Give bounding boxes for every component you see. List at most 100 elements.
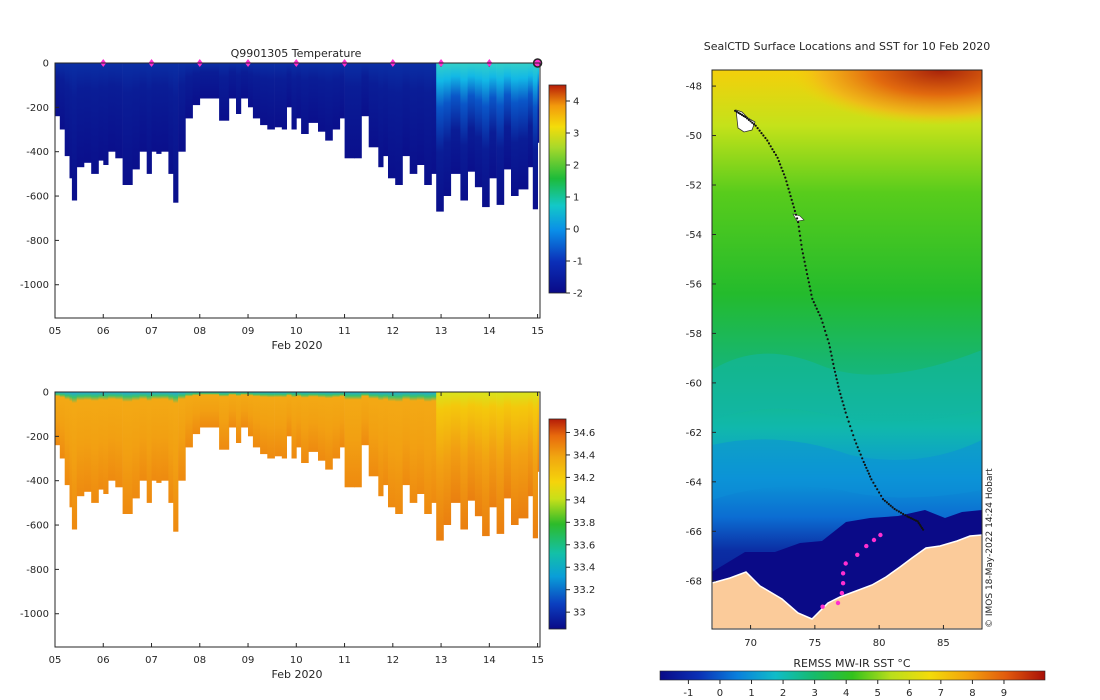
track-point	[865, 466, 868, 469]
temperature-section-plot: Q9901305 Temperature 0 -200 -400 -600 -800 -1…	[20, 47, 583, 352]
track-point	[820, 317, 823, 320]
track-point	[806, 273, 809, 276]
profile-column	[361, 392, 369, 446]
track-point	[799, 239, 802, 242]
profile-column	[267, 63, 275, 130]
track-point	[792, 206, 796, 209]
profile-column	[55, 63, 61, 117]
profile-column	[537, 63, 540, 143]
profile-column	[344, 63, 355, 159]
profile-column	[161, 63, 169, 152]
sst-colorbar-tick-label: 7	[938, 688, 944, 699]
profile-column	[339, 63, 345, 119]
profile-column	[98, 392, 104, 490]
profile-column	[161, 392, 169, 481]
salinity-section-plot: 0 -200 -400 -600 -800 -1000 05 06 07 08 09 10 11 12 13…	[20, 388, 595, 682]
profile-column	[281, 63, 287, 130]
profile-column	[260, 63, 268, 126]
colorbar-tick-label: 4	[573, 97, 579, 108]
profile-column	[296, 63, 302, 119]
profile-column	[518, 392, 529, 519]
profile-column	[409, 392, 418, 503]
profile-column	[108, 392, 116, 481]
profile-column	[146, 63, 152, 174]
profile-column	[416, 63, 425, 165]
x-tick-label: 06	[97, 655, 110, 666]
track-point	[909, 517, 913, 520]
colorbar-tick-label: 34	[573, 495, 586, 506]
track-point	[790, 198, 793, 201]
sst-colorbar-tick-label: 1	[748, 688, 754, 699]
profile-column	[301, 392, 309, 463]
track-point	[784, 176, 787, 179]
sst-colorbar-tick-label: 0	[717, 688, 723, 699]
track-point	[916, 520, 919, 523]
temperature-colorbar	[548, 84, 567, 294]
track-point	[807, 281, 811, 284]
track-point	[824, 329, 827, 332]
sst-colorbar-tick-label: -1	[683, 688, 693, 699]
salinity-colorbar	[548, 418, 567, 630]
track-point	[922, 528, 925, 531]
track-point	[779, 163, 782, 166]
map-x-tick-label: 85	[937, 638, 950, 649]
profile-column	[91, 63, 99, 174]
surface-location-point	[864, 543, 869, 549]
profile-column	[467, 392, 476, 501]
x-tick-label: 10	[290, 326, 303, 337]
track-point	[895, 509, 898, 512]
profile-column	[199, 392, 210, 428]
profile-column	[209, 63, 220, 99]
surface-location-point	[843, 561, 848, 566]
profile-column	[185, 392, 193, 448]
profile-column	[156, 63, 162, 154]
profile-column	[84, 63, 92, 163]
track-point	[829, 350, 832, 353]
profile-column	[76, 63, 85, 168]
profile-column	[301, 63, 309, 134]
y-tick-label: 0	[43, 59, 49, 70]
track-point	[806, 277, 810, 280]
profile-column	[474, 392, 483, 517]
profile-column	[103, 392, 109, 494]
profile-column	[156, 392, 162, 483]
y-tick-label: 0	[43, 388, 49, 399]
track-point	[805, 268, 808, 271]
track-point	[794, 213, 798, 216]
sst-colorbar-tick-label: 3	[811, 688, 817, 699]
x-tick-label: 10	[290, 655, 303, 666]
track-point	[866, 469, 869, 472]
track-point	[899, 511, 903, 514]
map-x-tick-label: 70	[744, 638, 757, 649]
sst-field	[712, 70, 982, 629]
track-point	[789, 195, 792, 198]
colorbar-tick-label: 33.4	[573, 563, 595, 574]
track-point	[812, 301, 815, 304]
profile-column	[409, 63, 418, 174]
temperature-plot-title: Q9901305 Temperature	[231, 47, 362, 60]
track-point	[863, 463, 867, 466]
temperature-axes: 0 -200 -400 -600 -800 -1000 05 06 07 08 09 10 11 12 13…	[20, 59, 544, 338]
profile-column	[383, 63, 389, 157]
antarctica-land	[712, 534, 982, 629]
profile-column	[431, 63, 437, 174]
sst-colorbar-tick-label: 4	[843, 688, 849, 699]
track-point	[827, 342, 831, 345]
track-point	[793, 209, 797, 213]
map-y-tick-label: -68	[686, 576, 702, 587]
profile-column	[71, 392, 78, 530]
track-point	[918, 523, 922, 526]
profile-column	[450, 63, 461, 174]
colorbar-tick-label: 34.4	[573, 450, 595, 461]
map-x-tick-label: 80	[873, 638, 886, 649]
profile-column	[318, 392, 326, 461]
map-y-tick-label: -66	[686, 527, 702, 538]
sst-colorbar-tick-label: 9	[1001, 688, 1007, 699]
profile-column	[424, 63, 432, 185]
track-point	[833, 370, 837, 373]
colorbar-tick-label: 33.8	[573, 518, 595, 529]
warm-water-patch	[790, 70, 982, 125]
profile-column	[219, 392, 230, 450]
track-point	[758, 129, 761, 132]
profile-column	[482, 392, 490, 537]
